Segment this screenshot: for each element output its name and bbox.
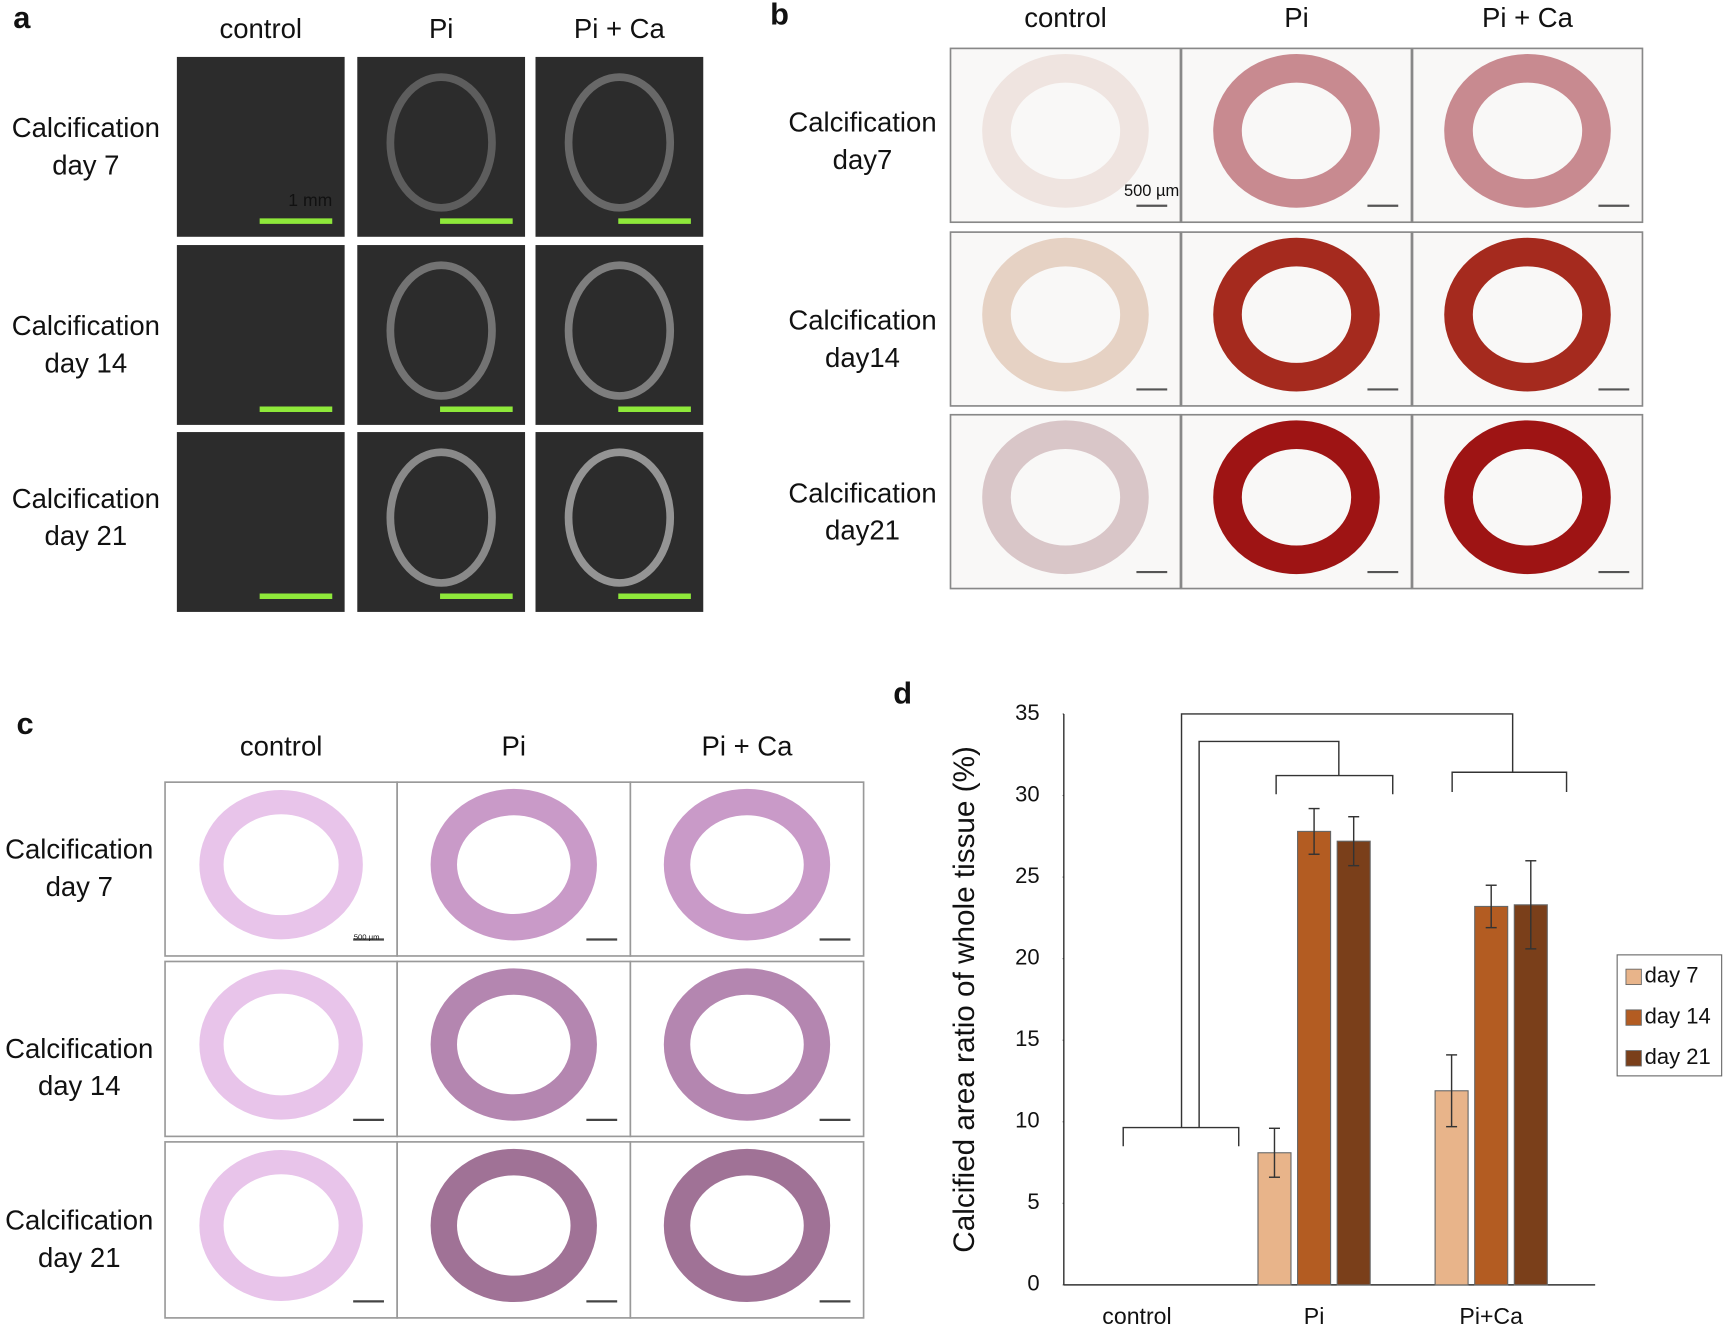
tissue-ring	[1213, 237, 1380, 392]
tissue-ring	[1213, 420, 1380, 575]
tissue-ring	[386, 448, 496, 587]
row-label: day14	[825, 342, 900, 373]
panel-label: d	[893, 675, 912, 710]
tissue-ring	[1444, 420, 1611, 575]
column-header: Pi	[502, 730, 526, 761]
tissue-ring	[564, 261, 675, 400]
legend-swatch	[1625, 968, 1642, 986]
bar	[1297, 830, 1332, 1286]
column-header: control	[240, 730, 323, 761]
tissue-ring	[564, 448, 675, 587]
row-label: Calcification	[12, 310, 160, 341]
y-tick-label: 10	[1015, 1108, 1039, 1133]
legend-label: day 21	[1645, 1044, 1711, 1069]
bar	[1513, 904, 1548, 1286]
legend-swatch	[1625, 1009, 1642, 1026]
scale-label: 1 mm	[288, 190, 332, 210]
row-label: day 14	[38, 1070, 121, 1101]
row-label: Calcification	[5, 1033, 153, 1064]
micrograph	[355, 243, 527, 427]
row-label: day 7	[52, 149, 119, 180]
legend-label: day 14	[1645, 1003, 1711, 1028]
y-tick-label: 25	[1015, 863, 1039, 888]
tissue-ring	[982, 237, 1149, 392]
row-label: Calcification	[788, 305, 936, 336]
row-label: day 14	[45, 347, 128, 378]
tissue-ring	[199, 789, 363, 940]
x-tick-label: Pi+Ca	[1459, 1303, 1523, 1329]
row-label: day 7	[46, 871, 113, 902]
row-label: day21	[825, 515, 900, 546]
tissue-ring	[430, 1148, 597, 1303]
tissue-ring	[564, 73, 675, 212]
tissue-ring	[199, 1150, 363, 1301]
column-header: Pi + Ca	[1482, 2, 1574, 33]
tissue-ring	[663, 788, 831, 941]
tissue-ring	[982, 54, 1149, 208]
y-tick-label: 5	[1027, 1189, 1039, 1214]
tissue-ring	[430, 968, 597, 1121]
tissue-ring	[199, 969, 363, 1120]
scale-label: 500 µm	[1124, 182, 1179, 200]
comparison-brackets	[1122, 713, 1568, 1147]
x-tick-label: Pi	[1304, 1303, 1325, 1329]
micrograph	[175, 243, 347, 427]
panel-label: a	[13, 0, 31, 35]
bar	[1336, 840, 1371, 1286]
micrograph	[175, 430, 347, 614]
scale-label: 500 µm	[354, 932, 380, 941]
tissue-ring	[663, 968, 831, 1121]
y-tick-label: 30	[1015, 781, 1039, 806]
row-label: day7	[833, 144, 893, 175]
y-tick-label: 20	[1015, 944, 1039, 969]
row-label: day 21	[38, 1242, 121, 1273]
row-label: Calcification	[12, 483, 160, 514]
column-header: Pi + Ca	[702, 730, 794, 761]
bar	[1474, 905, 1509, 1286]
y-tick-label: 15	[1015, 1026, 1039, 1051]
tissue-ring	[386, 261, 496, 400]
row-label: Calcification	[5, 834, 153, 865]
column-header: Pi + Ca	[574, 13, 666, 44]
legend-swatch	[1625, 1050, 1642, 1067]
row-label: day 21	[45, 520, 128, 551]
micrograph	[175, 55, 347, 239]
tissue-ring	[982, 420, 1149, 575]
column-header: Pi	[429, 13, 453, 44]
micrograph	[355, 55, 527, 239]
column-header: Pi	[1284, 2, 1308, 33]
column-header: control	[1024, 2, 1107, 33]
row-label: Calcification	[788, 107, 936, 138]
tissue-ring	[386, 73, 496, 212]
panel-label: b	[770, 0, 789, 32]
x-tick-label: control	[1102, 1303, 1171, 1329]
y-tick-label: 35	[1015, 700, 1039, 725]
tissue-ring	[1444, 54, 1611, 208]
tissue-ring	[430, 788, 597, 941]
y-axis-label: Calcified area ratio of whole tissue (%)	[948, 746, 981, 1253]
legend-label: day 7	[1645, 963, 1699, 988]
y-tick-label: 0	[1027, 1271, 1039, 1296]
tissue-ring	[663, 1148, 831, 1303]
row-label: Calcification	[5, 1204, 153, 1235]
tissue-ring	[1213, 54, 1380, 208]
panel-label: c	[17, 706, 34, 741]
tissue-ring	[1444, 237, 1611, 392]
column-header: control	[219, 13, 302, 44]
row-label: Calcification	[788, 477, 936, 508]
row-label: Calcification	[12, 112, 160, 143]
